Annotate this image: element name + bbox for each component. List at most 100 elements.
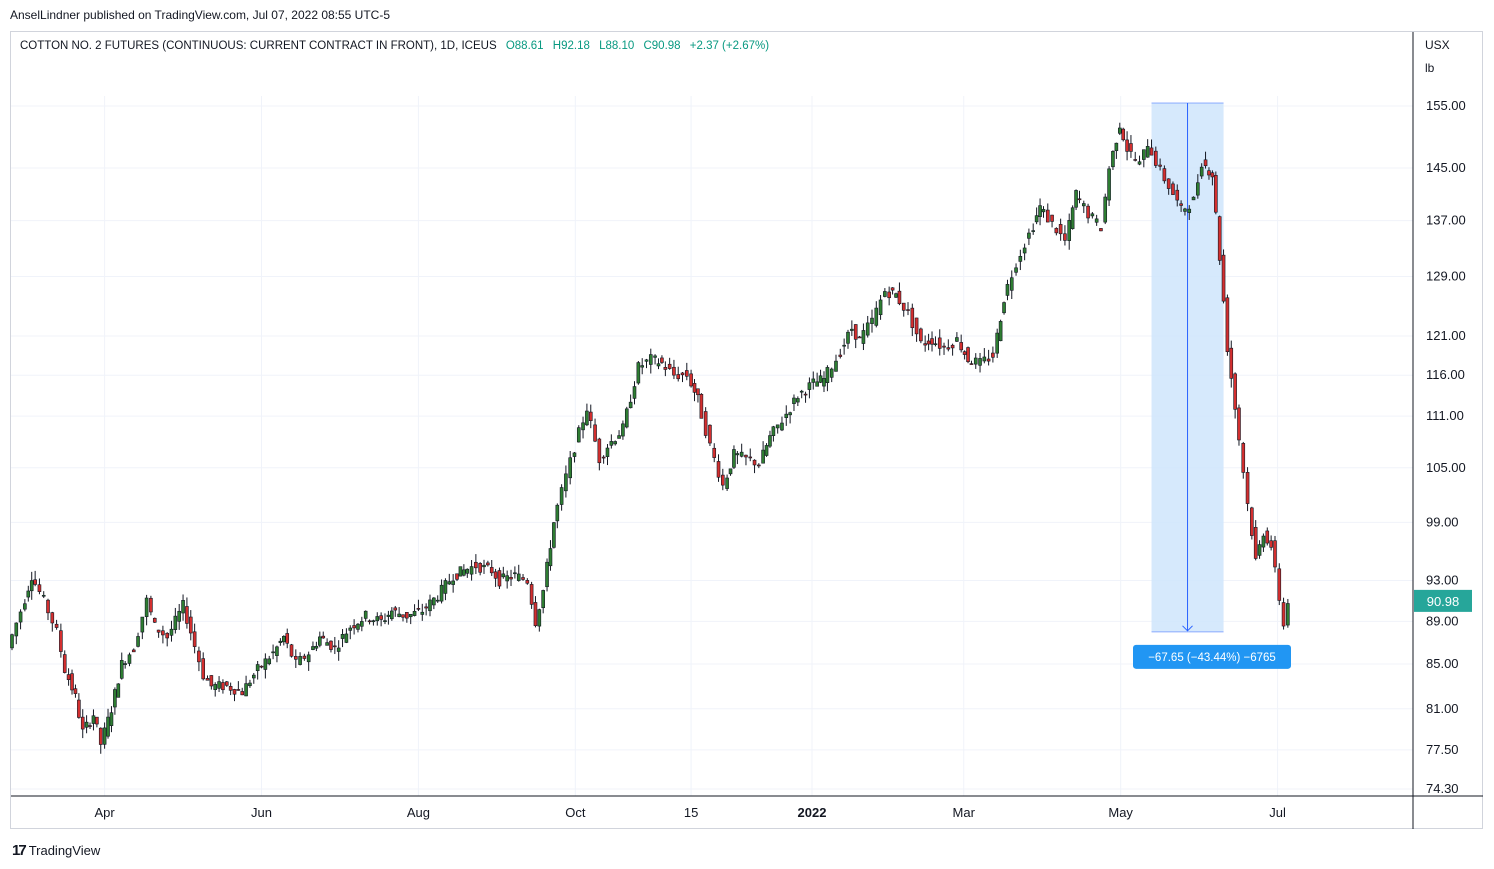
candle-body — [708, 424, 712, 444]
candle-body — [1171, 183, 1175, 195]
candle-body — [1125, 139, 1129, 152]
candle-body — [501, 573, 506, 578]
symbol-title: COTTON NO. 2 FUTURES (CONTINUOUS: CURREN… — [20, 40, 497, 52]
candle-body — [861, 330, 866, 344]
candle-body — [605, 447, 610, 457]
candle-body — [240, 691, 245, 696]
candle-body — [696, 388, 700, 396]
measure-arrow-head — [1182, 625, 1193, 632]
close-value: C90.98 — [643, 40, 681, 52]
candle-body — [559, 487, 564, 505]
candle-body — [66, 674, 71, 680]
candle-body — [672, 366, 676, 376]
candle-body — [825, 367, 830, 384]
candle-body — [340, 634, 345, 639]
price-tick-label: 145.00 — [1426, 160, 1466, 175]
price-tick-label: 155.00 — [1426, 98, 1466, 113]
candle-body — [371, 620, 376, 623]
candle-body — [1063, 233, 1067, 241]
candle-body — [865, 322, 870, 336]
price-tick-label: 81.00 — [1426, 701, 1459, 716]
candle-body — [919, 328, 923, 342]
candle-body — [593, 424, 597, 442]
candle-body — [432, 597, 436, 606]
candle-body — [1018, 255, 1023, 262]
candle-body — [1099, 228, 1103, 232]
candle-body — [10, 634, 14, 649]
low-value: L88.10 — [599, 40, 635, 52]
candle-body — [455, 573, 459, 580]
candle-body — [906, 309, 910, 311]
candle-body — [1277, 568, 1282, 601]
candle-body — [1034, 215, 1039, 223]
candle-body — [1014, 267, 1018, 273]
candle-body — [77, 699, 81, 718]
candle-body — [663, 366, 668, 370]
chart-frame — [10, 31, 1483, 829]
candle-body — [1196, 182, 1200, 196]
candle-body — [1175, 189, 1180, 201]
candle-body — [161, 630, 165, 636]
candle-body — [834, 360, 838, 372]
candle-body — [752, 459, 757, 466]
candle-body — [640, 365, 645, 368]
candle-body — [680, 372, 685, 376]
candle-body — [1273, 540, 1277, 568]
candle-body — [271, 651, 275, 654]
candle-body — [1111, 151, 1115, 168]
candle-body — [59, 630, 63, 652]
candle-body — [136, 636, 140, 647]
candle-body — [123, 663, 127, 665]
candle-body — [613, 441, 618, 445]
candle-body — [857, 336, 862, 339]
candle-body — [386, 614, 391, 617]
candle-body — [689, 373, 693, 387]
candle-body — [890, 287, 895, 291]
candle-body — [509, 577, 513, 580]
candle-body — [966, 347, 970, 363]
candle-body — [221, 682, 225, 691]
candle-body — [14, 622, 19, 637]
price-tick-label: 121.00 — [1426, 328, 1466, 343]
candle-body — [251, 674, 256, 679]
candle-body — [447, 581, 452, 585]
candle-body — [197, 650, 201, 663]
candle-body — [692, 383, 697, 393]
candle-body — [660, 357, 664, 363]
candle-body — [1179, 203, 1183, 206]
candle-body — [26, 590, 31, 598]
tradingview-logo-icon: 17 — [12, 842, 27, 859]
candle-body — [1086, 205, 1090, 219]
candle-body — [807, 382, 812, 390]
candle-body — [62, 654, 67, 673]
candle-body — [244, 683, 248, 697]
candle-body — [232, 689, 237, 695]
candle-body — [1253, 527, 1258, 559]
candle-body — [1261, 535, 1266, 548]
tradingview-logo[interactable]: 17 TradingView — [12, 842, 100, 859]
candle-body — [336, 647, 341, 652]
candle-body — [1225, 297, 1230, 353]
candle-body — [942, 345, 946, 348]
change-value: +2.37 (+2.67%) — [689, 40, 770, 52]
candle-body — [50, 612, 55, 624]
candle-body — [735, 453, 740, 456]
candle-body — [356, 623, 360, 630]
candle-body — [91, 715, 96, 724]
candle-body — [1217, 216, 1222, 261]
candle-body — [923, 343, 927, 346]
candle-body — [870, 317, 874, 324]
price-tick-label: 89.00 — [1426, 613, 1459, 628]
candle-body — [367, 620, 372, 623]
candle-body — [628, 401, 633, 409]
time-tick-label: Oct — [565, 805, 586, 820]
candle-body — [181, 600, 185, 614]
candle-body — [656, 363, 661, 367]
candle-body — [29, 580, 34, 592]
candle-body — [248, 682, 252, 687]
candle-body — [497, 570, 502, 587]
candle-body — [390, 610, 394, 620]
candle-body — [588, 411, 593, 422]
candle-body — [1210, 172, 1215, 178]
